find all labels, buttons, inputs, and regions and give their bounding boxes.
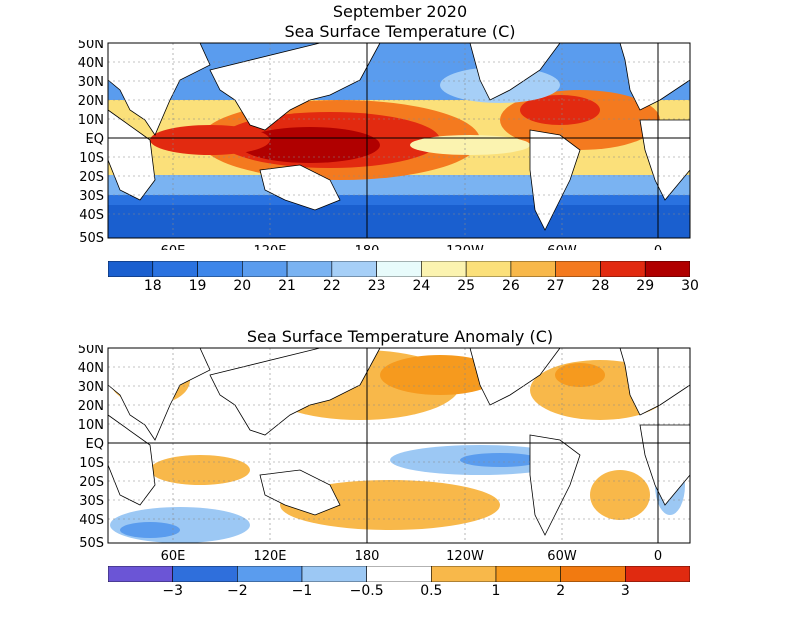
lon-labels: 60E 120E 180 120W 60W 0 (161, 549, 663, 564)
lon-label: 0 (654, 244, 662, 250)
grid-lines (108, 348, 690, 543)
lat-label: 40S (79, 513, 104, 528)
land-masses (107, 42, 691, 231)
sst-colorbar-swatch (465, 261, 512, 277)
anomaly-colorbar-swatch (108, 566, 173, 582)
sst-colorbar-swatch (600, 261, 646, 277)
grid-lines (108, 43, 690, 238)
lat-label: 30N (78, 380, 104, 395)
anomaly-map-panel: 50N 40N 30N 20N 10N EQ 10S 20S 30S 40S 5… (78, 345, 691, 564)
anomaly-colorbar-swatch (560, 566, 626, 582)
lat-label: 20N (78, 399, 104, 414)
lon-label: 120E (253, 549, 286, 564)
lat-label: 40N (78, 361, 104, 376)
lat-label: 40N (78, 56, 104, 71)
lat-label: 10S (79, 151, 104, 166)
sst-colorbar-swatch (555, 261, 601, 277)
sst-colorbar-label: 26 (502, 278, 520, 294)
anomaly-colorbar-swatch (625, 566, 690, 582)
lat-label: 50S (79, 231, 104, 246)
lon-label: 60W (547, 549, 577, 564)
sst-colorbar-label: 20 (233, 278, 252, 294)
lon-labels: 60E 120E 180 120W 60W 0 (161, 244, 663, 250)
lat-label: 10N (78, 113, 104, 128)
lon-label: 120E (253, 244, 286, 250)
sst-colorbar-swatch (644, 261, 690, 277)
lat-label: 40S (79, 208, 104, 223)
sst-colorbar-label: 27 (546, 278, 565, 294)
anomaly-colorbar-swatch (366, 566, 432, 582)
lat-label: 50N (78, 345, 104, 357)
sst-colorbar-label: 24 (412, 278, 431, 294)
sst-colorbar-swatch (242, 261, 288, 277)
sst-colorbar: 18 19 20 21 22 23 24 25 26 27 28 29 30 (108, 261, 699, 301)
lat-label: 10N (78, 418, 104, 433)
figure-title-sst: Sea Surface Temperature (C) (284, 22, 516, 41)
sst-colorbar-swatches (108, 261, 690, 277)
sst-colorbar-label: 22 (322, 278, 341, 294)
lon-label: 60E (161, 549, 186, 564)
anomaly-colorbar-swatch (172, 566, 238, 582)
lat-label: 20N (78, 94, 104, 109)
anomaly-colorbar-label: −2 (227, 583, 248, 599)
anomaly-colorbar-label: 3 (620, 583, 630, 599)
lon-label: 180 (355, 549, 380, 564)
sst-colorbar-labels: 18 19 20 21 22 23 24 25 26 27 28 29 30 (108, 278, 699, 298)
anomaly-colorbar-swatch (495, 566, 561, 582)
sst-colorbar-swatch (376, 261, 422, 277)
sst-colorbar-swatch (152, 261, 198, 277)
sst-colorbar-label: 25 (457, 278, 476, 294)
lat-label: 20S (79, 170, 104, 185)
anomaly-colorbar-label: −3 (162, 583, 183, 599)
lat-label: 30N (78, 75, 104, 90)
lon-label: 60E (161, 244, 186, 250)
sst-colorbar-swatch (197, 261, 243, 277)
lat-label: 50S (79, 536, 104, 551)
anomaly-colorbar-label: −1 (291, 583, 313, 599)
lat-label: 50N (78, 40, 104, 52)
sst-colorbar-label: 19 (188, 278, 207, 294)
sst-colorbar-label: 28 (591, 278, 610, 294)
lat-label: 30S (79, 189, 104, 204)
anomaly-colorbar-labels: −3 −2 −1 −0.5 0.5 1 2 3 (108, 583, 690, 603)
lat-label: EQ (86, 437, 104, 452)
lat-label: 10S (79, 456, 104, 471)
sst-colorbar-swatch (421, 261, 467, 277)
sst-colorbar-label: 29 (636, 278, 655, 294)
sst-colorbar-label: 30 (681, 278, 699, 294)
lon-label: 60W (547, 244, 577, 250)
sst-colorbar-label: 18 (143, 278, 162, 294)
lon-label: 120W (446, 244, 484, 250)
anomaly-colorbar: −3 −2 −1 −0.5 0.5 1 2 3 (108, 566, 690, 606)
map-frame (107, 347, 691, 544)
sst-colorbar-swatch (510, 261, 556, 277)
lat-label: 30S (79, 494, 104, 509)
lon-label: 120W (446, 549, 484, 564)
sst-colorbar-swatch (331, 261, 377, 277)
anomaly-colorbar-label: 0.5 (420, 583, 443, 599)
sst-colorbar-label: 23 (367, 278, 386, 294)
sst-colorbar-label: 21 (278, 278, 296, 294)
anomaly-colorbar-label: −0.5 (349, 583, 384, 599)
anomaly-colorbar-swatch (301, 566, 367, 582)
lat-label: 20S (79, 475, 104, 490)
sst-colorbar-swatch (108, 261, 154, 277)
map-frame (107, 42, 691, 239)
lon-label: 0 (654, 549, 662, 564)
sst-colorbar-swatch (286, 261, 333, 277)
figure-title-anomaly: Sea Surface Temperature Anomaly (C) (246, 327, 554, 346)
anomaly-colorbar-swatch (237, 566, 303, 582)
land-masses (107, 347, 691, 536)
anomaly-colorbar-swatch (431, 566, 497, 582)
lat-labels: 50N 40N 30N 20N 10N EQ 10S 20S 30S 40S 5… (78, 40, 104, 246)
sst-map-panel: 50N 40N 30N 20N 10N EQ 10S 20S 30S 40S 5… (78, 40, 691, 250)
anomaly-colorbar-label: 2 (556, 583, 566, 599)
lat-label: EQ (86, 132, 104, 147)
lon-label: 180 (355, 244, 380, 250)
anomaly-colorbar-swatches (108, 566, 690, 582)
lat-labels: 50N 40N 30N 20N 10N EQ 10S 20S 30S 40S 5… (78, 345, 104, 551)
figure-title-date: September 2020 (332, 2, 468, 21)
anomaly-colorbar-label: 1 (491, 583, 501, 599)
